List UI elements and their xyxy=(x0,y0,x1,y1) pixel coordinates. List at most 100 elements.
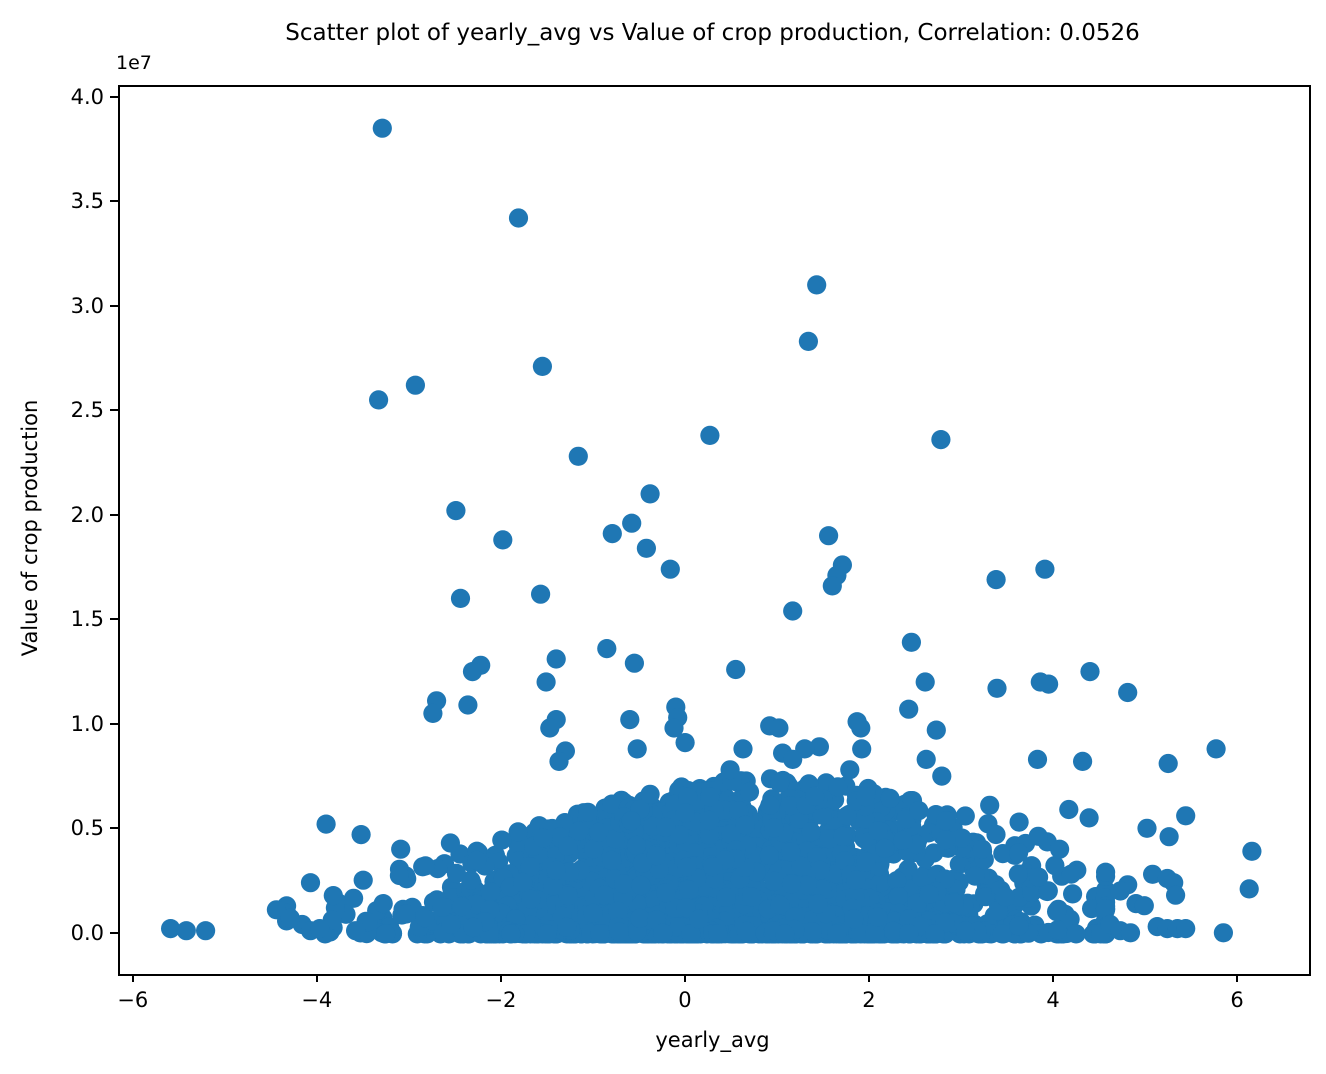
y-tick-mark xyxy=(110,95,118,98)
data-point xyxy=(627,739,647,759)
data-point xyxy=(450,588,471,608)
data-point xyxy=(899,699,919,719)
data-point xyxy=(196,921,216,941)
y-tick-mark xyxy=(110,827,118,830)
data-point xyxy=(546,860,566,881)
data-point xyxy=(1073,751,1093,772)
data-point xyxy=(791,856,811,877)
data-point xyxy=(760,795,780,815)
data-point xyxy=(614,874,634,894)
data-point xyxy=(353,870,373,890)
data-point xyxy=(1239,879,1259,899)
data-point xyxy=(501,924,521,944)
data-point xyxy=(533,828,553,848)
data-point xyxy=(781,874,802,894)
data-point xyxy=(976,887,996,907)
data-point xyxy=(812,879,833,899)
data-point xyxy=(549,751,569,772)
data-point xyxy=(856,852,876,872)
data-point xyxy=(446,863,466,884)
data-point xyxy=(735,815,756,835)
data-point xyxy=(925,924,945,944)
data-point xyxy=(536,672,556,692)
data-point xyxy=(675,733,695,753)
data-point xyxy=(822,576,842,596)
data-point xyxy=(972,839,992,859)
data-point xyxy=(369,390,389,410)
data-point xyxy=(441,914,461,935)
data-point xyxy=(798,331,819,351)
data-point xyxy=(446,501,466,521)
data-point xyxy=(887,871,907,891)
plot-area xyxy=(118,85,1311,976)
data-point xyxy=(1079,808,1099,828)
data-point xyxy=(578,802,598,822)
data-point xyxy=(995,887,1015,907)
data-point xyxy=(736,921,757,942)
data-point xyxy=(1035,559,1055,579)
x-tick-mark xyxy=(867,974,870,982)
x-tick-mark xyxy=(499,974,502,982)
data-point xyxy=(594,885,614,905)
data-point xyxy=(1022,883,1042,903)
data-point xyxy=(844,909,864,929)
data-point xyxy=(780,796,800,816)
y-tick-mark xyxy=(110,618,118,621)
data-point xyxy=(1143,864,1163,884)
y-tick-label: 0.5 xyxy=(70,816,104,841)
data-point xyxy=(626,835,647,856)
data-point xyxy=(609,922,629,942)
data-point xyxy=(729,801,749,821)
data-point xyxy=(631,875,651,896)
data-point xyxy=(770,895,790,915)
data-point xyxy=(389,865,409,886)
data-point xyxy=(675,803,695,823)
data-point xyxy=(597,639,617,659)
data-point xyxy=(855,787,876,807)
y-tick-mark xyxy=(110,931,118,934)
data-point xyxy=(783,749,803,770)
x-tick-label: −6 xyxy=(117,988,149,1012)
y-tick-label: 2.5 xyxy=(70,398,104,423)
data-point xyxy=(1066,924,1086,944)
data-point xyxy=(176,921,196,941)
y-tick-mark xyxy=(110,304,118,307)
data-point xyxy=(161,919,181,939)
data-point xyxy=(846,870,866,890)
data-point xyxy=(1063,884,1083,904)
data-point xyxy=(1047,920,1068,940)
data-point xyxy=(520,857,540,877)
y-tick-label: 3.5 xyxy=(70,189,104,214)
data-point xyxy=(396,904,416,924)
data-point xyxy=(1110,881,1130,901)
data-point xyxy=(1118,682,1138,703)
data-point xyxy=(916,749,936,770)
data-point xyxy=(993,844,1013,864)
data-point xyxy=(537,924,557,944)
data-point xyxy=(681,924,701,944)
x-tick-label: 4 xyxy=(1046,988,1060,1012)
y-tick-mark xyxy=(110,722,118,725)
data-point xyxy=(1009,843,1029,863)
y-tick-mark xyxy=(110,513,118,516)
data-point xyxy=(513,872,533,893)
data-point xyxy=(660,559,680,579)
data-point xyxy=(868,821,888,841)
data-point xyxy=(1159,827,1179,847)
data-point xyxy=(1029,867,1049,887)
x-tick-label: −2 xyxy=(485,988,517,1012)
data-point xyxy=(1008,864,1028,884)
data-point xyxy=(926,720,946,740)
data-point xyxy=(769,718,789,738)
data-point xyxy=(919,884,939,904)
data-point xyxy=(310,919,330,939)
data-point xyxy=(888,887,909,907)
scatter-points xyxy=(161,118,1262,944)
data-point xyxy=(316,814,336,834)
data-point xyxy=(936,830,956,850)
data-point xyxy=(801,822,821,842)
y-tick-label: 3.0 xyxy=(70,293,104,318)
data-point xyxy=(700,787,720,807)
data-point xyxy=(781,842,801,862)
data-point xyxy=(865,922,885,942)
